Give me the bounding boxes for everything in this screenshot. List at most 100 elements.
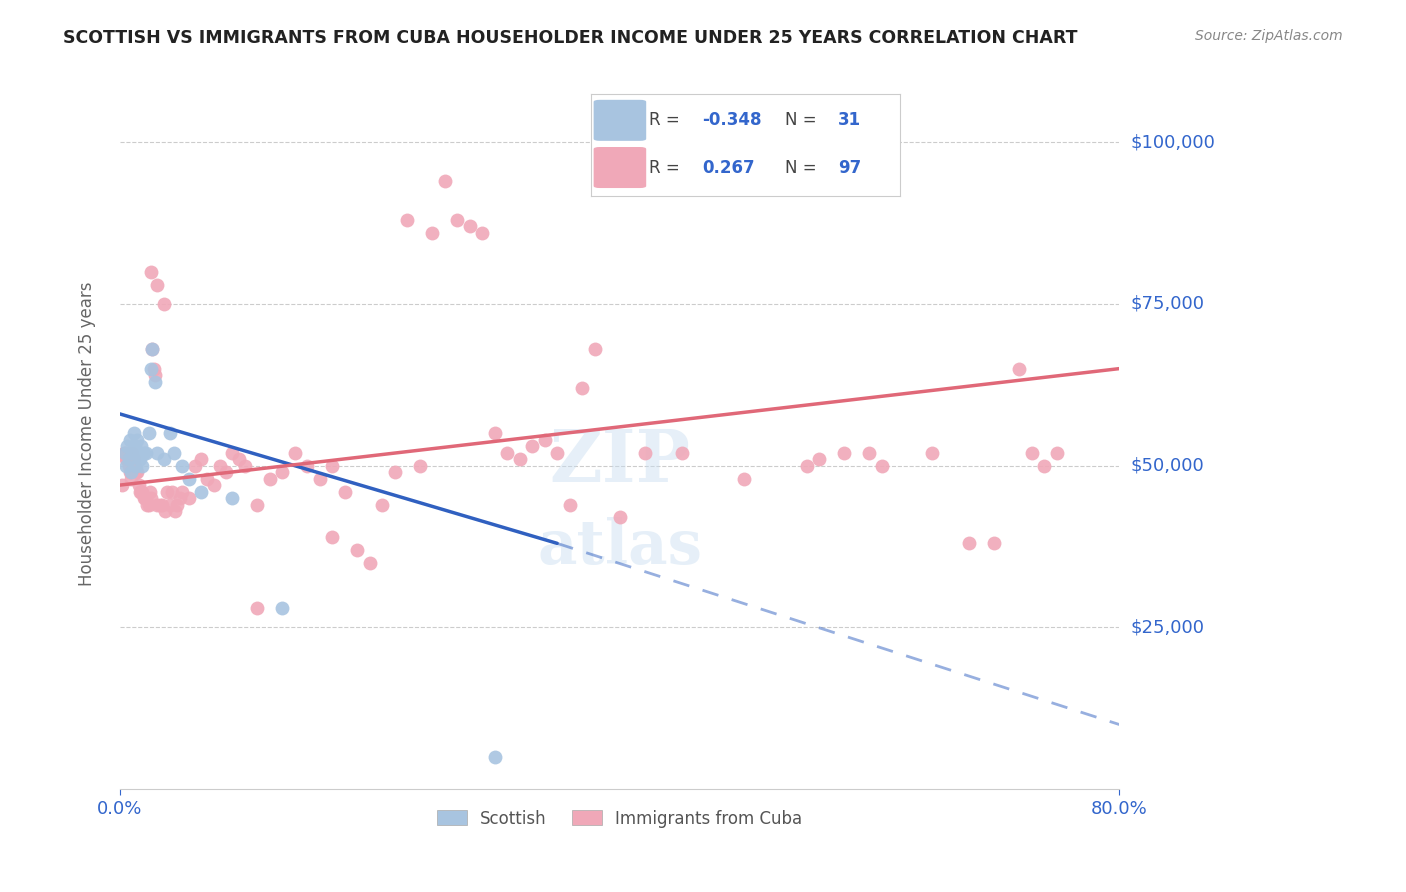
Text: N =: N =: [786, 159, 823, 177]
Text: $100,000: $100,000: [1130, 133, 1215, 151]
Point: [135, 491, 157, 505]
Point: [128, 484, 150, 499]
Point: [114, 446, 136, 460]
Point: [215, 465, 238, 479]
Point: [633, 446, 655, 460]
Point: [125, 458, 148, 473]
Point: [208, 458, 231, 473]
Text: 31: 31: [838, 112, 860, 129]
Point: [297, 458, 319, 473]
Point: [127, 433, 149, 447]
Point: [571, 381, 593, 395]
Text: 97: 97: [838, 159, 862, 177]
Point: [139, 361, 162, 376]
Text: N =: N =: [786, 112, 823, 129]
Point: [734, 472, 756, 486]
Point: [138, 426, 160, 441]
Point: [129, 439, 152, 453]
Point: [1033, 458, 1056, 473]
Point: [143, 375, 166, 389]
Point: [118, 433, 141, 447]
Point: [162, 484, 184, 499]
Point: [125, 465, 148, 479]
Point: [609, 510, 631, 524]
Point: [1021, 446, 1043, 460]
Point: [135, 446, 157, 460]
Point: [152, 452, 174, 467]
Text: R =: R =: [650, 112, 685, 129]
Point: [271, 465, 294, 479]
Point: [284, 446, 307, 460]
Point: [458, 219, 481, 234]
Point: [118, 465, 141, 479]
Point: [120, 472, 142, 486]
Point: [128, 446, 150, 460]
Text: R =: R =: [650, 159, 685, 177]
Point: [122, 426, 145, 441]
Point: [121, 446, 143, 460]
Point: [870, 458, 893, 473]
Point: [143, 368, 166, 383]
Point: [546, 446, 568, 460]
Point: [221, 491, 243, 505]
Point: [259, 472, 281, 486]
Point: [117, 452, 139, 467]
Point: [124, 439, 146, 453]
FancyBboxPatch shape: [593, 147, 647, 188]
Point: [141, 342, 163, 356]
Point: [177, 472, 200, 486]
Point: [122, 452, 145, 467]
Point: [146, 277, 169, 292]
FancyBboxPatch shape: [593, 100, 647, 141]
Y-axis label: Householder Income Under 25 years: Householder Income Under 25 years: [79, 281, 96, 585]
Point: [246, 601, 269, 615]
Point: [129, 484, 152, 499]
Point: [142, 361, 165, 376]
Point: [834, 446, 856, 460]
Point: [134, 491, 156, 505]
Point: [858, 446, 880, 460]
Point: [166, 498, 188, 512]
Text: ZIP: ZIP: [550, 426, 690, 498]
Point: [433, 174, 456, 188]
Point: [1046, 446, 1069, 460]
Point: [120, 465, 142, 479]
Point: [446, 212, 468, 227]
Point: [162, 446, 184, 460]
Point: [921, 446, 943, 460]
Point: [484, 750, 506, 764]
Point: [115, 458, 138, 473]
Point: [138, 498, 160, 512]
Point: [533, 433, 555, 447]
Point: [150, 498, 173, 512]
Point: [172, 458, 194, 473]
Point: [121, 446, 143, 460]
Point: [396, 212, 419, 227]
Point: [131, 458, 153, 473]
Point: [384, 465, 406, 479]
Point: [509, 452, 531, 467]
Point: [190, 484, 212, 499]
Point: [128, 452, 150, 467]
Point: [471, 226, 494, 240]
Point: [246, 498, 269, 512]
Point: [136, 498, 159, 512]
Point: [124, 458, 146, 473]
Point: [796, 458, 818, 473]
Text: Source: ZipAtlas.com: Source: ZipAtlas.com: [1195, 29, 1343, 43]
Point: [127, 465, 149, 479]
Point: [496, 446, 519, 460]
Point: [163, 504, 186, 518]
Point: [520, 439, 543, 453]
Point: [583, 342, 606, 356]
Point: [152, 297, 174, 311]
Text: $25,000: $25,000: [1130, 618, 1205, 637]
Text: atlas: atlas: [537, 517, 702, 577]
Point: [271, 601, 294, 615]
Point: [153, 504, 176, 518]
Text: $75,000: $75,000: [1130, 295, 1205, 313]
Point: [1008, 361, 1031, 376]
Point: [346, 542, 368, 557]
Point: [190, 452, 212, 467]
Point: [139, 491, 162, 505]
